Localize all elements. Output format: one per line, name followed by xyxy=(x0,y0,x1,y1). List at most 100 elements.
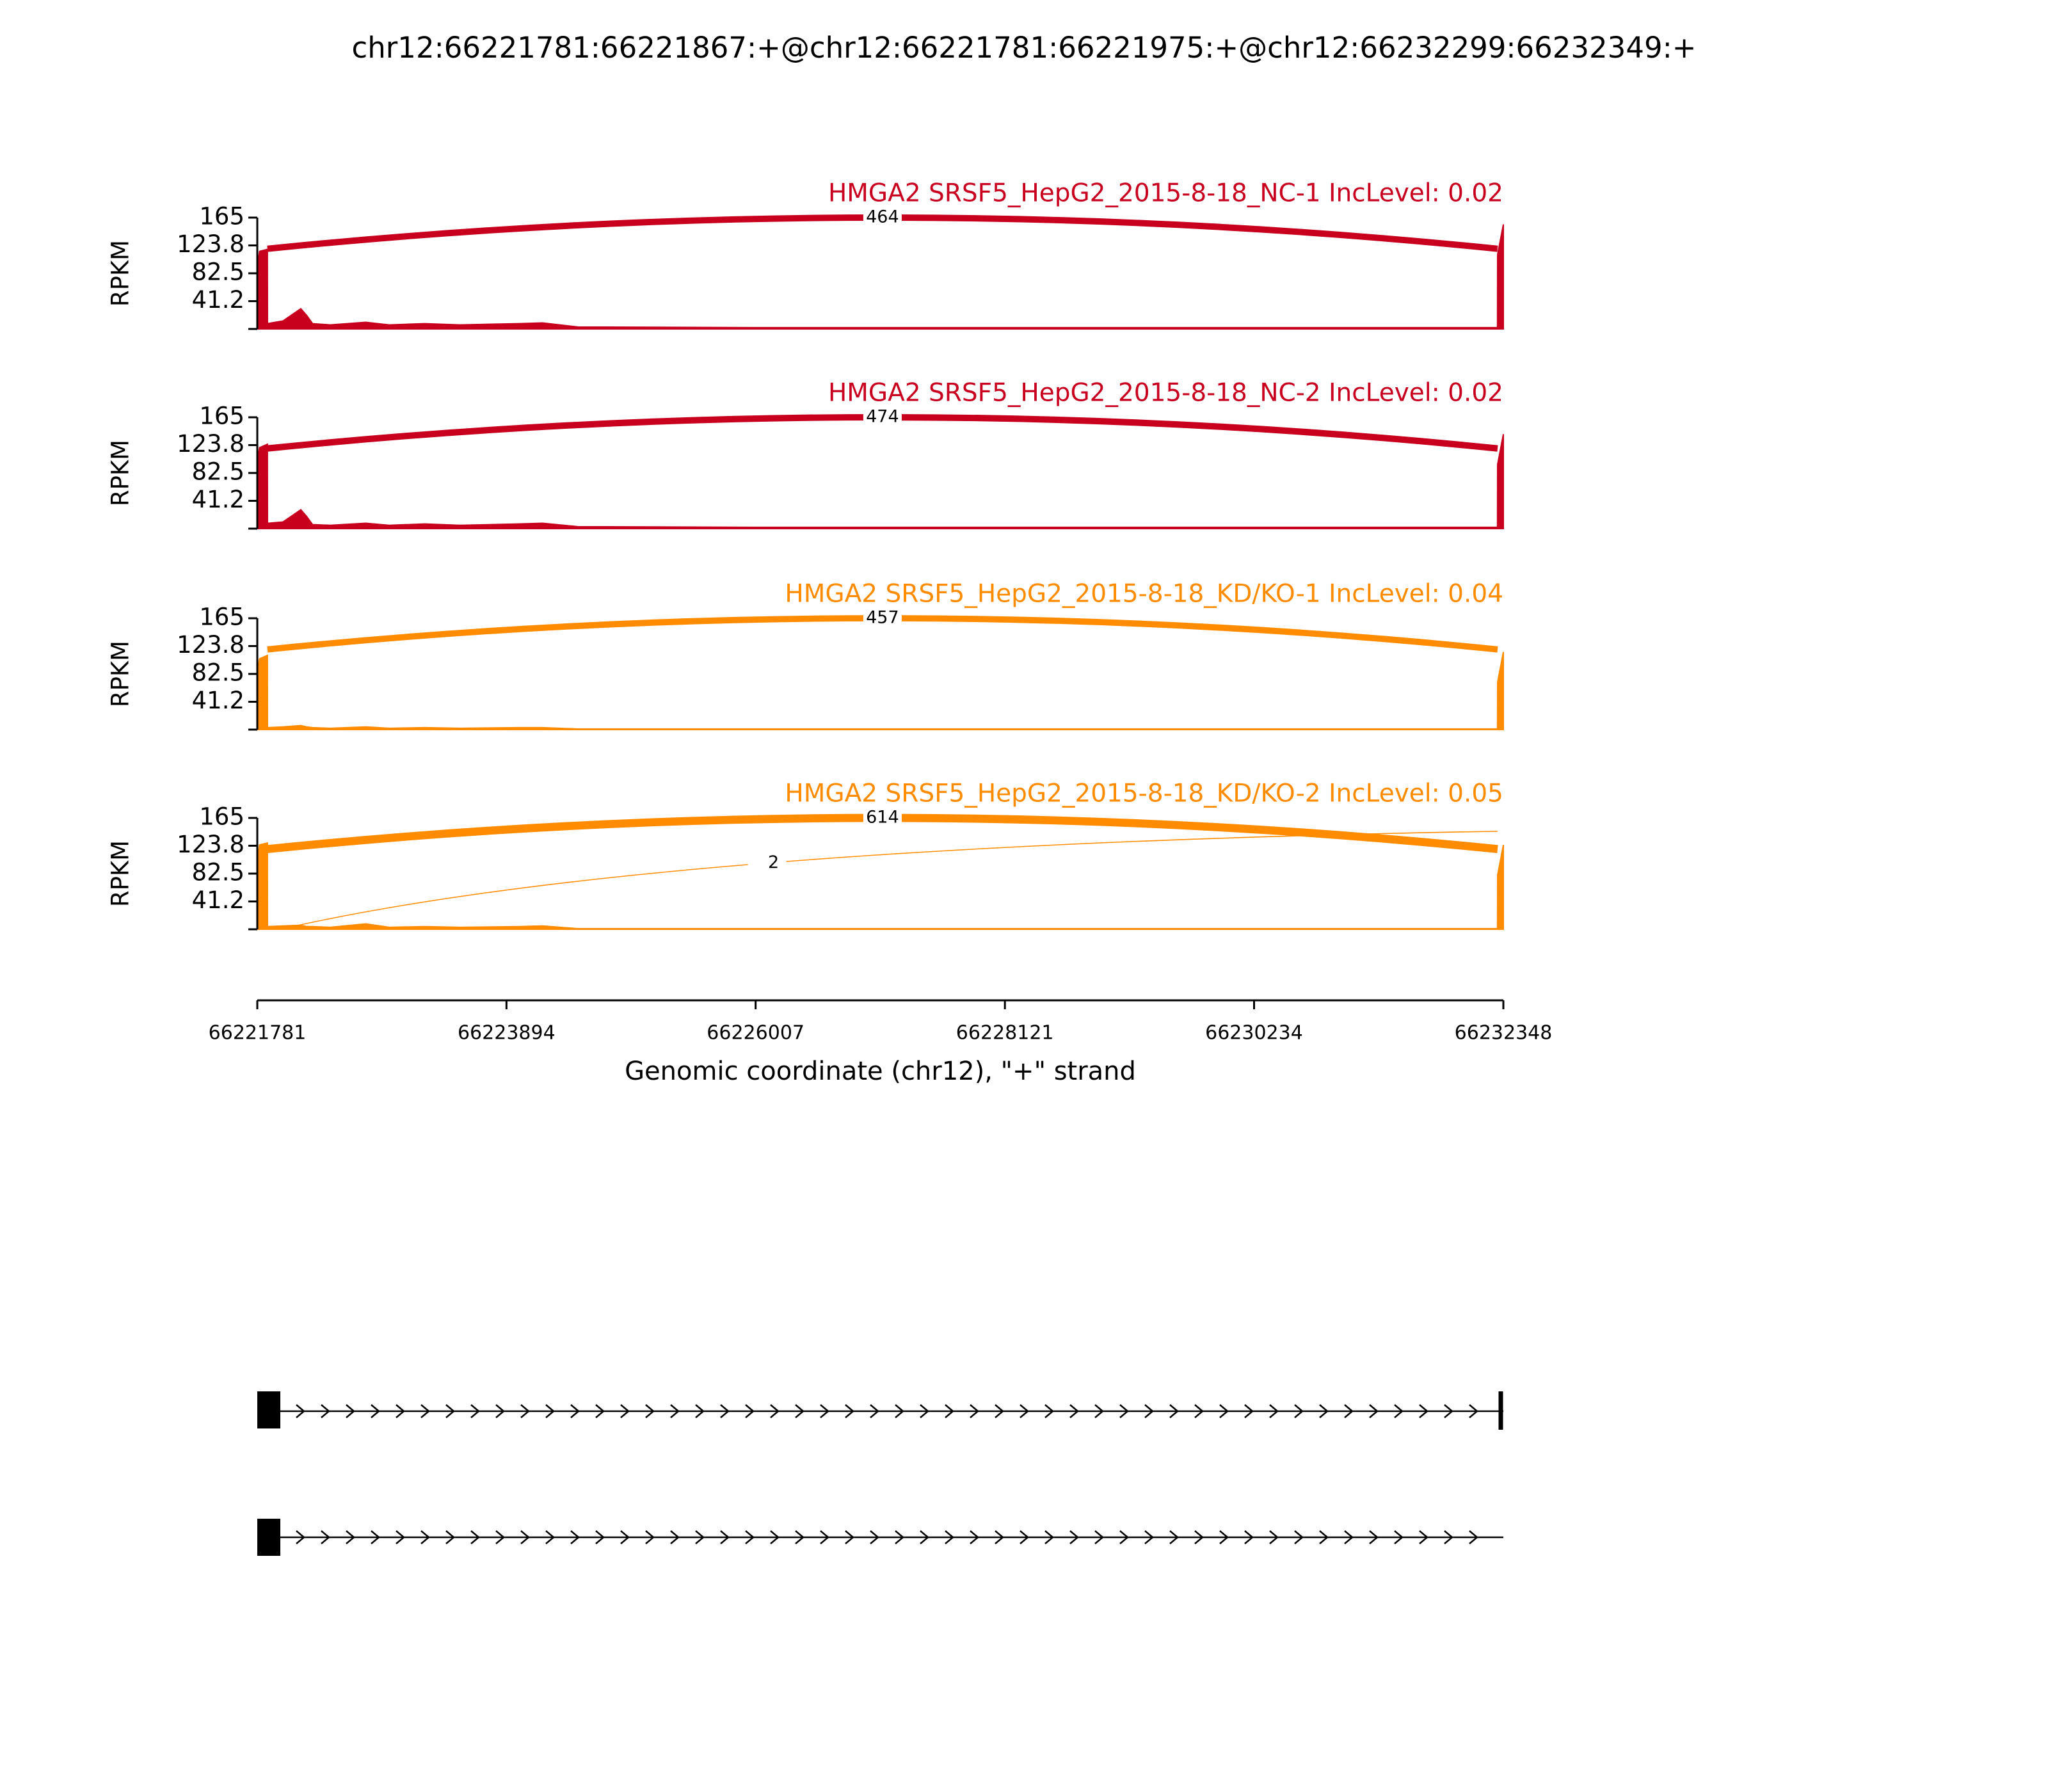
strand-arrow xyxy=(1044,1530,1054,1544)
strand-arrow xyxy=(1244,1530,1254,1544)
junction-count: 614 xyxy=(866,808,899,828)
strand-arrow xyxy=(720,1404,730,1418)
x-tick-label: 66226007 xyxy=(707,1022,804,1044)
strand-arrow xyxy=(595,1530,605,1544)
strand-arrow xyxy=(820,1530,829,1544)
strand-arrow xyxy=(995,1404,1004,1418)
strand-arrow xyxy=(1020,1530,1029,1544)
strand-arrow xyxy=(1444,1404,1453,1418)
strand-arrow xyxy=(670,1530,680,1544)
y-tick-label: 41.2 xyxy=(192,886,244,914)
strand-arrow xyxy=(795,1404,804,1418)
x-tick-label: 66223894 xyxy=(458,1022,556,1044)
strand-arrow xyxy=(1194,1530,1204,1544)
strand-arrow xyxy=(1319,1530,1329,1544)
exon xyxy=(257,1519,280,1556)
strand-arrow xyxy=(346,1530,355,1544)
x-tick-label: 66221781 xyxy=(209,1022,307,1044)
strand-arrow xyxy=(1369,1404,1379,1418)
strand-arrow xyxy=(445,1530,455,1544)
strand-arrow xyxy=(495,1530,505,1544)
strand-arrow xyxy=(670,1404,680,1418)
strand-arrow xyxy=(1394,1404,1404,1418)
chart-title: chr12:66221781:66221867:+@chr12:66221781… xyxy=(352,31,1697,65)
strand-arrow xyxy=(1094,1404,1104,1418)
strand-arrow xyxy=(1119,1404,1129,1418)
strand-arrow xyxy=(1469,1404,1478,1418)
strand-arrow xyxy=(396,1530,405,1544)
strand-arrow xyxy=(895,1404,904,1418)
strand-arrow xyxy=(1219,1530,1229,1544)
x-tick-label: 66228121 xyxy=(956,1022,1054,1044)
strand-arrow xyxy=(1219,1404,1229,1418)
strand-arrow xyxy=(870,1530,879,1544)
x-axis-label: Genomic coordinate (chr12), "+" strand xyxy=(625,1057,1136,1086)
gene-tracks xyxy=(257,1391,1503,1556)
strand-arrow xyxy=(1144,1404,1154,1418)
strand-arrow xyxy=(296,1530,305,1544)
y-tick-label: 82.5 xyxy=(192,458,244,486)
strand-arrow xyxy=(645,1530,655,1544)
strand-arrow xyxy=(695,1404,705,1418)
strand-arrow xyxy=(595,1404,605,1418)
strand-arrow xyxy=(1169,1530,1179,1544)
junction-count: 2 xyxy=(768,852,779,872)
strand-arrow xyxy=(1344,1530,1354,1544)
strand-arrow xyxy=(745,1404,755,1418)
strand-arrow xyxy=(1294,1530,1304,1544)
strand-arrow xyxy=(371,1530,380,1544)
y-tick-label: 41.2 xyxy=(192,286,244,314)
strand-arrow xyxy=(945,1404,954,1418)
coverage-area xyxy=(257,652,1504,730)
junction-count: 457 xyxy=(866,608,899,628)
y-axis-label: RPKM xyxy=(107,440,134,506)
strand-arrow xyxy=(570,1404,580,1418)
y-tick-label: 123.8 xyxy=(177,831,244,858)
strand-arrow xyxy=(720,1530,730,1544)
strand-arrow xyxy=(845,1530,854,1544)
strand-arrow xyxy=(1044,1404,1054,1418)
strand-arrow xyxy=(420,1530,430,1544)
sample-label: HMGA2 SRSF5_HepG2_2015-8-18_NC-2 IncLeve… xyxy=(828,379,1503,408)
y-axis-label: RPKM xyxy=(107,641,134,707)
strand-arrow xyxy=(1119,1530,1129,1544)
strand-arrow xyxy=(1169,1404,1179,1418)
y-tick-label: 165 xyxy=(199,803,244,831)
strand-arrow xyxy=(620,1530,630,1544)
strand-arrow xyxy=(321,1530,330,1544)
exon xyxy=(257,1391,280,1428)
junction-label-bg xyxy=(863,208,902,227)
strand-arrow xyxy=(1069,1530,1079,1544)
strand-arrow xyxy=(371,1404,380,1418)
strand-arrow xyxy=(1369,1530,1379,1544)
y-tick-label: 82.5 xyxy=(192,259,244,286)
junction-count: 474 xyxy=(866,407,899,427)
strand-arrow xyxy=(1469,1530,1478,1544)
y-tick-label: 165 xyxy=(199,403,244,430)
strand-arrow xyxy=(545,1404,555,1418)
y-tick-label: 165 xyxy=(199,203,244,230)
strand-arrow xyxy=(920,1530,929,1544)
strand-arrow xyxy=(995,1530,1004,1544)
strand-arrow xyxy=(970,1530,979,1544)
strand-arrow xyxy=(296,1404,305,1418)
y-tick-label: 82.5 xyxy=(192,659,244,687)
strand-arrow xyxy=(1194,1404,1204,1418)
strand-arrow xyxy=(695,1530,705,1544)
coverage-area xyxy=(257,434,1504,529)
strand-arrow xyxy=(1419,1404,1428,1418)
strand-arrow xyxy=(520,1404,530,1418)
strand-arrow xyxy=(770,1530,780,1544)
strand-arrow xyxy=(620,1404,630,1418)
sample-label: HMGA2 SRSF5_HepG2_2015-8-18_NC-1 IncLeve… xyxy=(828,179,1503,208)
x-tick-label: 66230234 xyxy=(1205,1022,1303,1044)
y-tick-label: 82.5 xyxy=(192,859,244,886)
junction-label-bg xyxy=(863,609,902,628)
coverage-area xyxy=(257,842,1504,930)
y-axis-label: RPKM xyxy=(107,840,134,907)
strand-arrow xyxy=(1419,1530,1428,1544)
strand-arrow xyxy=(420,1404,430,1418)
y-tick-label: 123.8 xyxy=(177,230,244,258)
strand-arrow xyxy=(895,1530,904,1544)
junction-label-bg xyxy=(748,853,787,873)
